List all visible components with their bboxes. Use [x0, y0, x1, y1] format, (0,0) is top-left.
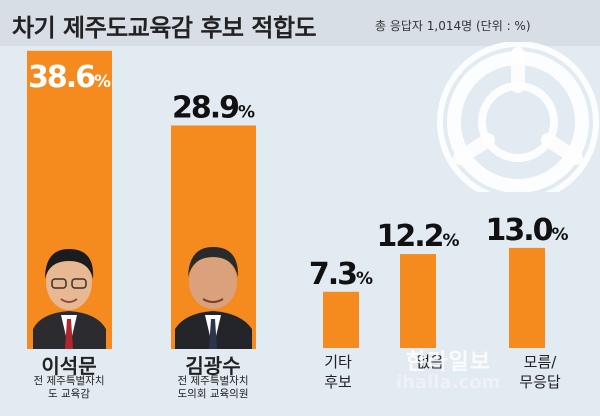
- category-label-none-line1: 없음: [416, 353, 444, 371]
- watermark-url: ihalla.com: [396, 372, 501, 393]
- watermark-name: 한라일보: [406, 350, 491, 375]
- chart-title: 차기 제주도교육감 후보 적합도: [12, 14, 317, 42]
- candidate-desc-2: 전 제주특별자치 도의회 교육의원: [148, 375, 278, 401]
- candidate-name-1: 이석문: [41, 354, 97, 378]
- candidate-desc-2-line2: 도의회 교육의원: [177, 388, 249, 400]
- category-label-other-line2: 후보: [324, 373, 352, 391]
- category-label-other: 기타 후보: [298, 352, 378, 392]
- candidate-photo-1: [27, 237, 112, 349]
- candidate-desc-1-line1: 전 제주특별자치: [33, 375, 105, 387]
- value-label-5: 13.0%: [485, 213, 568, 248]
- bar-3: [323, 291, 359, 348]
- candidate-desc-2-line1: 전 제주특별자치: [177, 375, 249, 387]
- category-label-none: 없음: [390, 352, 470, 372]
- title-bar: 차기 제주도교육감 후보 적합도 총 응답자 1,014명 (단위 : %): [0, 0, 600, 46]
- watermark: 한라일보 ihalla.com: [376, 340, 576, 400]
- candidate-desc-1: 전 제주특별자치 도 교육감: [4, 375, 134, 401]
- candidate-name-2: 김광수: [185, 354, 241, 378]
- category-label-unknown-line1: 모름/: [523, 353, 557, 371]
- category-label-unknown-line2: 무응답: [519, 373, 561, 391]
- value-label-4: 12.2%: [376, 219, 459, 254]
- bar-4: [400, 254, 436, 348]
- value-label-1: 38.6%: [28, 60, 111, 95]
- emblem-icon: [437, 42, 599, 192]
- candidate-photo-2: [171, 237, 256, 349]
- bar-5: [509, 247, 545, 348]
- category-label-other-line1: 기타: [324, 353, 352, 371]
- category-label-unknown: 모름/ 무응답: [500, 352, 580, 392]
- value-label-3: 7.3%: [309, 257, 373, 292]
- candidate-desc-1-line2: 도 교육감: [48, 388, 90, 400]
- chart-subtitle: 총 응답자 1,014명 (단위 : %): [375, 19, 531, 33]
- value-label-2: 28.9%: [172, 90, 255, 125]
